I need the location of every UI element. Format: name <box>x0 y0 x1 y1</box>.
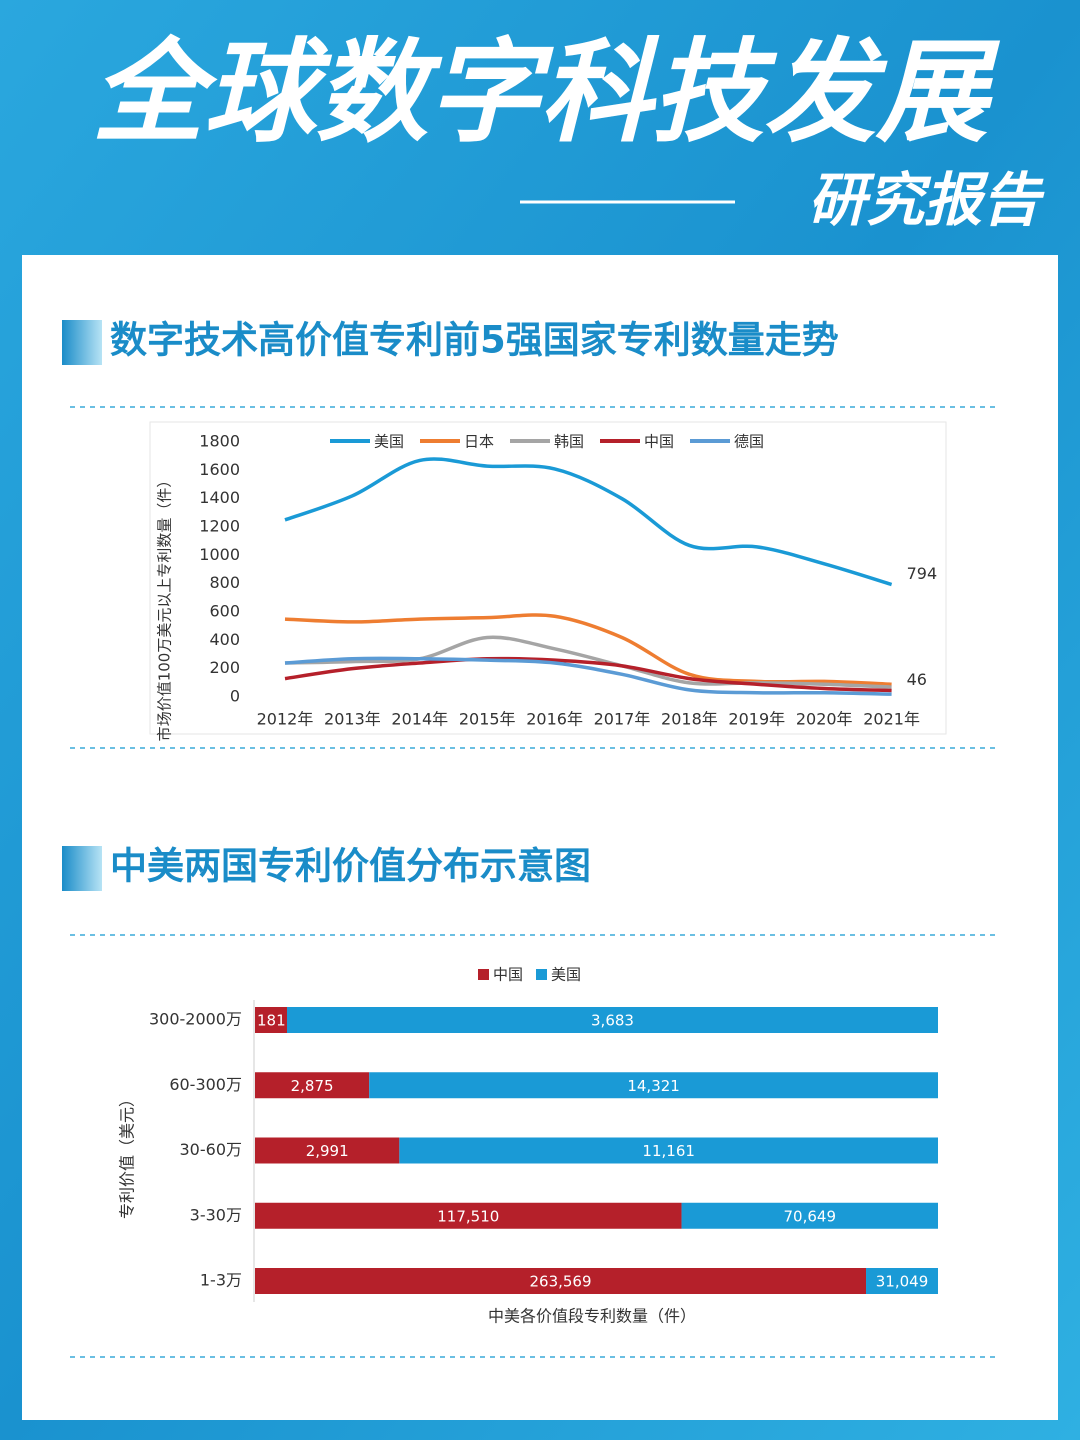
chart-frame <box>149 421 947 735</box>
x-tick-label: 2014年 <box>391 710 448 729</box>
data-label: 46 <box>907 670 927 689</box>
x-tick-label: 2015年 <box>459 710 516 729</box>
legend-label: 美国 <box>551 966 581 984</box>
x-tick-label: 2020年 <box>796 710 853 729</box>
legend-label: 中国 <box>644 433 674 451</box>
y-tick-label: 400 <box>209 630 240 649</box>
data-label: 2,875 <box>291 1077 334 1095</box>
y-axis-title: 专利价值（美元） <box>118 1091 137 1219</box>
x-axis-title: 中美各价值段专利数量（件） <box>488 1307 696 1326</box>
data-label: 11,161 <box>642 1142 695 1160</box>
section-title: 中美两国专利价值分布示意图 <box>110 845 591 888</box>
y-tick-label: 600 <box>209 602 240 621</box>
section-marker <box>62 846 102 891</box>
legend-label: 中国 <box>493 966 523 984</box>
y-tick-label: 1600 <box>199 460 240 479</box>
legend-swatch <box>536 969 547 980</box>
legend-label: 德国 <box>734 433 764 451</box>
x-tick-label: 2016年 <box>526 710 583 729</box>
data-label: 3,683 <box>591 1012 634 1030</box>
bar-segment <box>681 1202 938 1229</box>
data-label: 263,569 <box>529 1273 591 1291</box>
bar-segment <box>286 1007 938 1033</box>
y-tick-label: 3-30万 <box>190 1205 242 1224</box>
legend-label: 韩国 <box>554 433 584 451</box>
y-tick-label: 0 <box>230 687 240 706</box>
bar-segment <box>369 1072 938 1099</box>
header-subtitle: 研究报告 <box>808 166 1045 234</box>
y-axis-title: 市场价值100万美元以上专利数量（件） <box>156 473 174 742</box>
data-label: 14,321 <box>627 1077 680 1095</box>
x-tick-label: 2013年 <box>324 710 381 729</box>
line-series <box>284 656 892 693</box>
data-label: 70,649 <box>784 1207 837 1225</box>
legend-label: 日本 <box>464 433 494 451</box>
legend-swatch <box>478 969 489 980</box>
y-tick-label: 300-2000万 <box>149 1010 242 1029</box>
section-marker <box>62 320 102 365</box>
line-series <box>284 635 892 689</box>
line-series <box>284 457 893 587</box>
y-tick-label: 1400 <box>199 488 240 507</box>
data-label: 794 <box>907 564 938 583</box>
y-tick-label: 1800 <box>199 432 240 451</box>
card <box>22 255 1058 1420</box>
y-tick-label: 1000 <box>199 545 240 564</box>
header-title: 全球数字科技发展 <box>92 28 1001 158</box>
y-tick-label: 60-300万 <box>169 1075 242 1094</box>
y-tick-label: 1200 <box>199 517 240 536</box>
bar-segment <box>255 1137 400 1164</box>
bar-segment <box>866 1268 938 1294</box>
y-tick-label: 1-3万 <box>200 1271 242 1290</box>
x-tick-label: 2019年 <box>728 710 785 729</box>
line-series <box>284 656 892 696</box>
bar-segment <box>399 1137 938 1164</box>
legend-label: 美国 <box>374 433 404 451</box>
bar-segment <box>255 1007 287 1033</box>
data-label: 117,510 <box>437 1207 499 1225</box>
x-tick-label: 2018年 <box>661 710 718 729</box>
data-label: 31,049 <box>876 1273 929 1291</box>
data-label: 181 <box>257 1012 286 1030</box>
x-tick-label: 2012年 <box>257 710 314 729</box>
data-label: 2,991 <box>306 1142 349 1160</box>
bar-segment <box>255 1202 682 1229</box>
y-tick-label: 30-60万 <box>180 1140 243 1159</box>
y-tick-label: 800 <box>209 573 240 592</box>
x-tick-label: 2021年 <box>863 710 920 729</box>
x-tick-label: 2017年 <box>594 710 651 729</box>
bar-segment <box>255 1072 370 1099</box>
section-title: 数字技术高价值专利前5强国家专利数量走势 <box>110 319 839 362</box>
y-tick-label: 200 <box>209 658 240 677</box>
bar-segment <box>255 1268 867 1294</box>
